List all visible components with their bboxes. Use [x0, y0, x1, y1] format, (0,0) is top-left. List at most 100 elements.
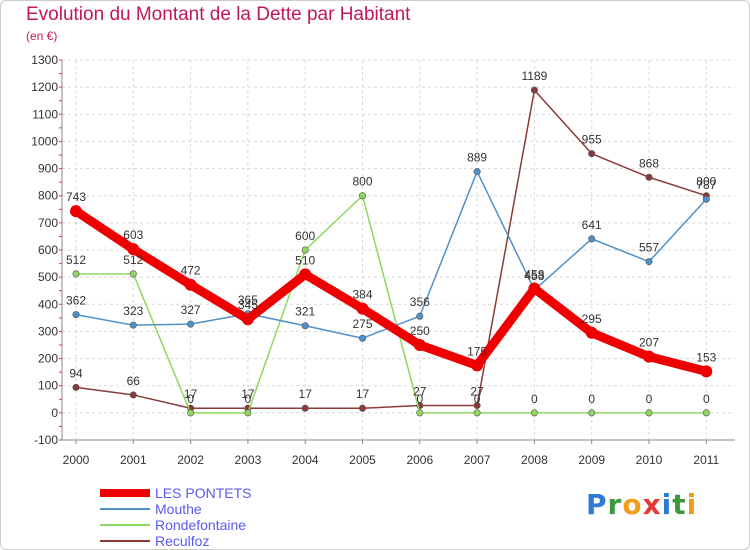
data-label: 0 — [703, 392, 710, 406]
y-tick-label: 1300 — [31, 53, 58, 67]
series-line-rondefontaine — [75, 194, 708, 414]
logo-letter: P — [586, 488, 608, 521]
data-point — [645, 173, 653, 181]
data-point — [72, 383, 80, 391]
data-point — [702, 195, 710, 203]
logo-letter: o — [622, 488, 643, 521]
data-point — [241, 313, 254, 326]
data-label: 207 — [639, 336, 659, 350]
data-label: 510 — [295, 253, 315, 267]
data-label: 27 — [470, 385, 484, 399]
x-tick-label: 2007 — [464, 453, 491, 467]
data-point — [358, 334, 366, 342]
data-label: 0 — [416, 392, 423, 406]
y-tick-label: 800 — [38, 189, 58, 203]
data-label: 17 — [356, 387, 370, 401]
logo-letter: x — [642, 488, 662, 521]
chart-subtitle: (en €) — [26, 29, 58, 43]
y-tick-label: 300 — [38, 324, 58, 338]
data-point — [184, 278, 197, 291]
data-point — [473, 168, 481, 176]
logo-letter: i — [661, 488, 673, 521]
y-tick-label: 500 — [38, 270, 58, 284]
data-point — [588, 409, 596, 417]
y-tick-label: 100 — [38, 379, 58, 393]
y-tick-label: 200 — [38, 352, 58, 366]
data-point — [645, 409, 653, 417]
data-label: 323 — [123, 304, 143, 318]
data-label: 453 — [524, 269, 544, 283]
data-label: 512 — [123, 253, 143, 267]
data-label: 0 — [588, 392, 595, 406]
y-tick-label: 1000 — [31, 134, 58, 148]
data-point — [702, 409, 710, 417]
data-label: 384 — [352, 288, 372, 302]
legend-swatch — [100, 540, 150, 542]
data-point — [358, 404, 366, 412]
data-label: 0 — [245, 392, 252, 406]
x-tick-label: 2001 — [120, 453, 147, 467]
data-label: 321 — [295, 305, 315, 319]
y-tick-label: 1100 — [32, 107, 58, 121]
data-label: 17 — [299, 387, 313, 401]
data-point — [528, 282, 541, 295]
data-label: 356 — [410, 295, 430, 309]
legend-item: Mouthe — [100, 501, 360, 517]
legend-label: Reculfoz — [155, 533, 210, 549]
series-line-les-pontets — [71, 206, 711, 376]
data-label: 17 — [184, 387, 198, 401]
data-point — [187, 409, 195, 417]
data-point — [530, 86, 538, 94]
data-point — [244, 409, 252, 417]
x-tick-label: 2011 — [693, 453, 719, 467]
y-tick-label: 900 — [38, 162, 58, 176]
data-point — [585, 326, 598, 339]
data-point — [127, 243, 140, 256]
data-label: 800 — [352, 175, 372, 189]
data-point — [471, 359, 484, 372]
data-point — [413, 339, 426, 351]
data-point — [129, 270, 137, 278]
data-point — [72, 311, 80, 319]
data-point — [588, 150, 596, 158]
data-point — [129, 321, 137, 329]
data-label: 889 — [467, 151, 487, 165]
data-label: 275 — [352, 317, 372, 331]
data-point — [129, 391, 137, 399]
data-point — [643, 350, 655, 363]
y-tick-label: 1200 — [31, 80, 58, 94]
data-label: 250 — [410, 324, 430, 338]
data-label: 362 — [66, 294, 86, 308]
data-point — [530, 409, 538, 417]
data-label: 557 — [639, 241, 659, 255]
data-point — [356, 302, 369, 315]
x-tick-label: 2008 — [521, 453, 548, 467]
data-label: 0 — [646, 392, 653, 406]
data-label: 641 — [582, 218, 602, 232]
data-label: 175 — [467, 344, 487, 358]
data-point — [301, 322, 309, 330]
data-point — [72, 270, 80, 278]
data-label: 0 — [187, 392, 194, 406]
data-label: 868 — [639, 156, 659, 170]
x-tick-label: 2009 — [578, 453, 605, 467]
data-point — [645, 258, 653, 266]
data-label: 295 — [582, 312, 602, 326]
y-tick-label: 600 — [38, 243, 58, 257]
data-label: 153 — [696, 350, 716, 364]
legend-label: Rondefontaine — [155, 517, 247, 533]
x-tick-label: 2003 — [235, 453, 262, 467]
data-label: 600 — [295, 229, 315, 243]
x-tick-label: 2005 — [349, 453, 376, 467]
data-point — [301, 404, 309, 412]
data-label: 1189 — [521, 69, 547, 83]
chart-legend: LES PONTETS Mouthe Rondefontaine Reculfoz — [100, 485, 360, 549]
data-label: 66 — [127, 374, 141, 388]
proxiti-logo: Proxiti — [586, 488, 697, 521]
x-tick-label: 2000 — [63, 453, 90, 467]
data-label: 603 — [123, 228, 143, 242]
logo-letter: i — [686, 488, 698, 521]
legend-swatch — [100, 489, 150, 497]
x-tick-label: 2002 — [177, 453, 204, 467]
